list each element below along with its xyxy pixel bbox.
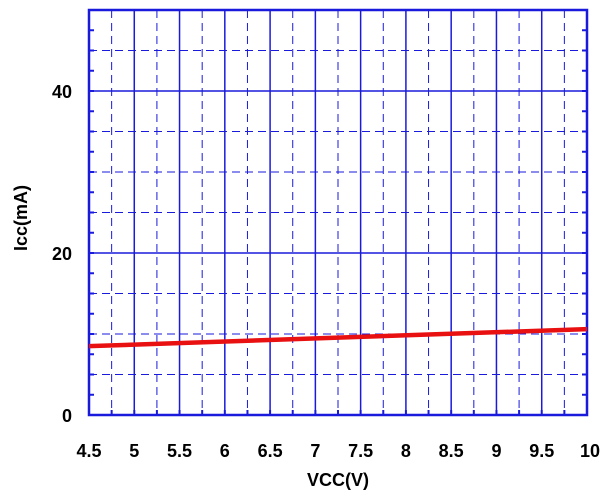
x-tick-labels: 4.5 5 5.5 6 6.5 7 7.5 8 8.5 9 9.5 10: [76, 441, 600, 461]
x-tick-label: 5: [129, 441, 139, 461]
grid: [88, 10, 588, 415]
x-axis-title: VCC(V): [307, 470, 369, 490]
plot-frame: [87, 8, 589, 417]
y-axis-title: Icc(mA): [11, 185, 31, 251]
x-tick-label: 4.5: [76, 441, 101, 461]
x-tick-label: 6: [220, 441, 230, 461]
x-tick-label: 5.5: [167, 441, 192, 461]
y-tick-labels: 0 20 40: [52, 82, 72, 426]
x-tick-label: 7: [310, 441, 320, 461]
y-tick-label: 20: [52, 244, 72, 264]
x-tick-label: 8.5: [439, 441, 464, 461]
series-layer: [89, 326, 587, 349]
x-tick-label: 7.5: [348, 441, 373, 461]
series-line: [89, 326, 587, 349]
y-tick-label: 40: [52, 82, 72, 102]
y-tick-label: 0: [62, 406, 72, 426]
x-tick-label: 8: [401, 441, 411, 461]
x-tick-label: 10: [580, 441, 600, 461]
x-tick-label: 9.5: [529, 441, 554, 461]
x-tick-label: 6.5: [258, 441, 283, 461]
x-tick-label: 9: [491, 441, 501, 461]
